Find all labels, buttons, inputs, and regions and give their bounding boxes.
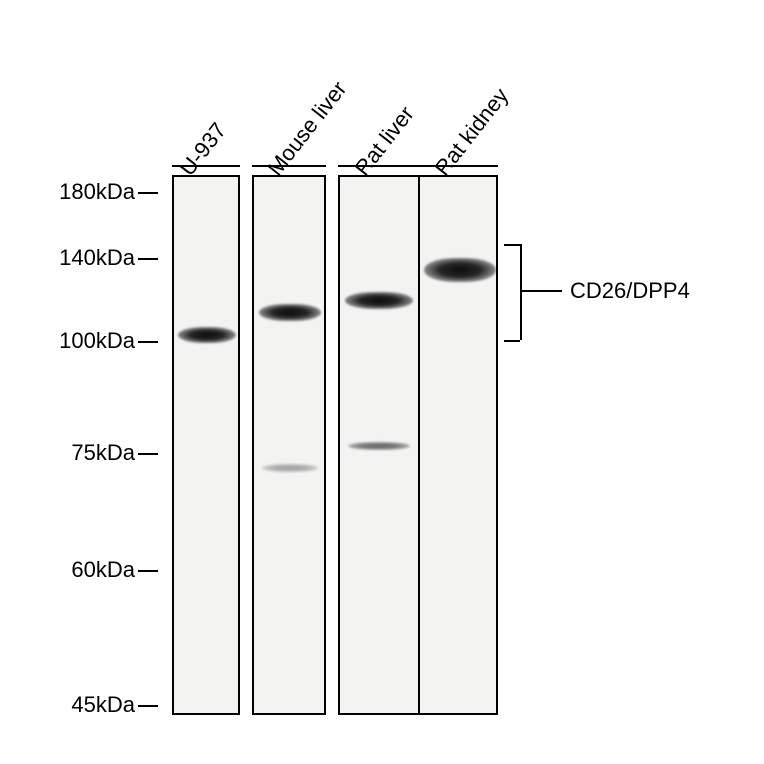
lane-mouse-liver	[252, 175, 326, 715]
bracket-stem	[520, 290, 562, 292]
mw-label: 100kDa	[25, 330, 135, 352]
band-weak	[262, 464, 318, 472]
band	[424, 258, 496, 282]
lane-label-rat-liver: Rat liver	[350, 101, 420, 181]
band	[259, 304, 321, 321]
mw-tick	[138, 453, 158, 455]
lane-top-bar	[252, 165, 326, 167]
bracket-bottom-tip	[504, 340, 520, 342]
mw-label: 45kDa	[25, 694, 135, 716]
band	[178, 327, 236, 343]
lane-rat-combined	[338, 175, 498, 715]
band-weak	[348, 442, 410, 450]
mw-label: 75kDa	[25, 442, 135, 464]
mw-label: 60kDa	[25, 559, 135, 581]
lane-top-bar	[338, 165, 498, 167]
lane-top-bar	[172, 165, 240, 167]
band	[345, 292, 413, 309]
target-protein-label: CD26/DPP4	[570, 278, 690, 304]
bracket-top-tip	[504, 244, 520, 246]
mw-tick	[138, 258, 158, 260]
bracket-vertical	[520, 244, 522, 340]
lane-u937	[172, 175, 240, 715]
lane-divider	[418, 177, 420, 713]
mw-label: 140kDa	[25, 247, 135, 269]
western-blot-figure: 180kDa 140kDa 100kDa 75kDa 60kDa 45kDa U…	[0, 0, 764, 764]
mw-tick	[138, 341, 158, 343]
mw-tick	[138, 570, 158, 572]
mw-label: 180kDa	[25, 181, 135, 203]
mw-tick	[138, 192, 158, 194]
lane-label-u937: U-937	[175, 118, 232, 181]
mw-tick	[138, 705, 158, 707]
